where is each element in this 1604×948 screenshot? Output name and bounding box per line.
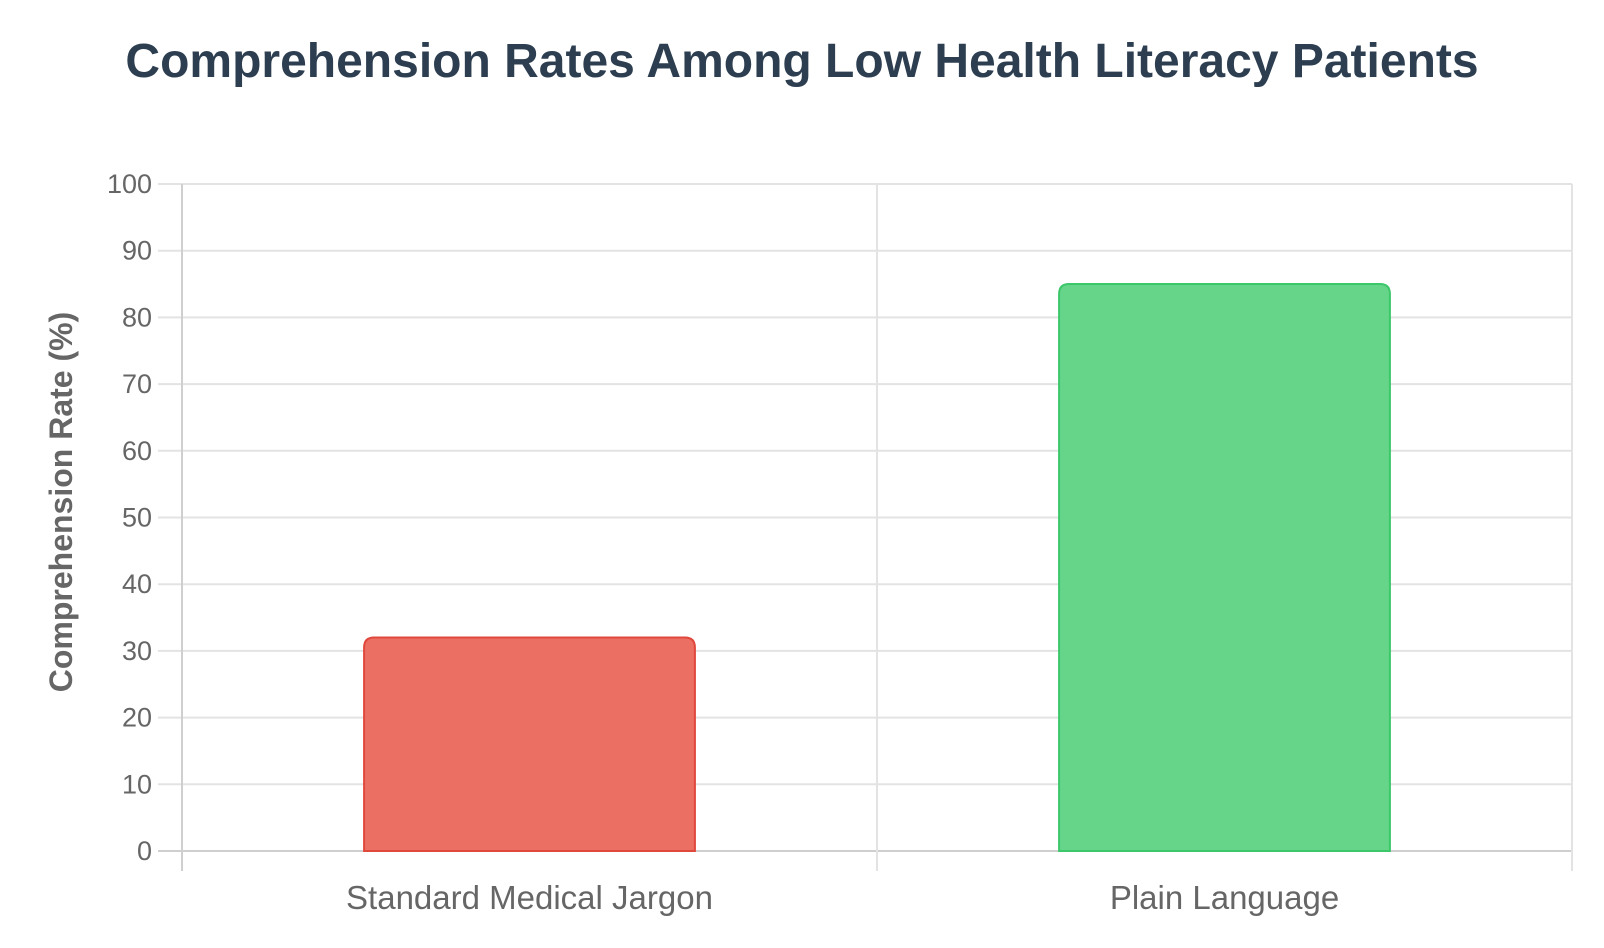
axes bbox=[181, 184, 1573, 871]
bars bbox=[363, 283, 1391, 852]
y-tick-label: 10 bbox=[122, 769, 152, 799]
y-tick-label: 100 bbox=[107, 169, 152, 199]
chart-title: Comprehension Rates Among Low Health Lit… bbox=[125, 35, 1479, 88]
y-tick-label: 50 bbox=[122, 503, 152, 533]
x-category-label: Plain Language bbox=[1110, 879, 1339, 916]
y-tick-label: 80 bbox=[122, 302, 152, 332]
y-tick-label: 60 bbox=[122, 436, 152, 466]
y-tick-label: 90 bbox=[122, 236, 152, 266]
axis-labels: Comprehension Rate (%) 0 10 20 30 40 50 60 70 80… bbox=[43, 169, 1339, 916]
y-tick-label: 20 bbox=[122, 703, 152, 733]
y-tick-label: 40 bbox=[122, 569, 152, 599]
bar-plain-language[interactable] bbox=[1058, 283, 1391, 852]
y-axis-title: Comprehension Rate (%) bbox=[43, 312, 79, 692]
y-tick-label: 30 bbox=[122, 636, 152, 666]
bar-standard-medical-jargon[interactable] bbox=[363, 636, 696, 852]
y-tick-label: 70 bbox=[122, 369, 152, 399]
x-category-label: Standard Medical Jargon bbox=[346, 879, 713, 916]
y-tick-label: 0 bbox=[137, 836, 152, 866]
